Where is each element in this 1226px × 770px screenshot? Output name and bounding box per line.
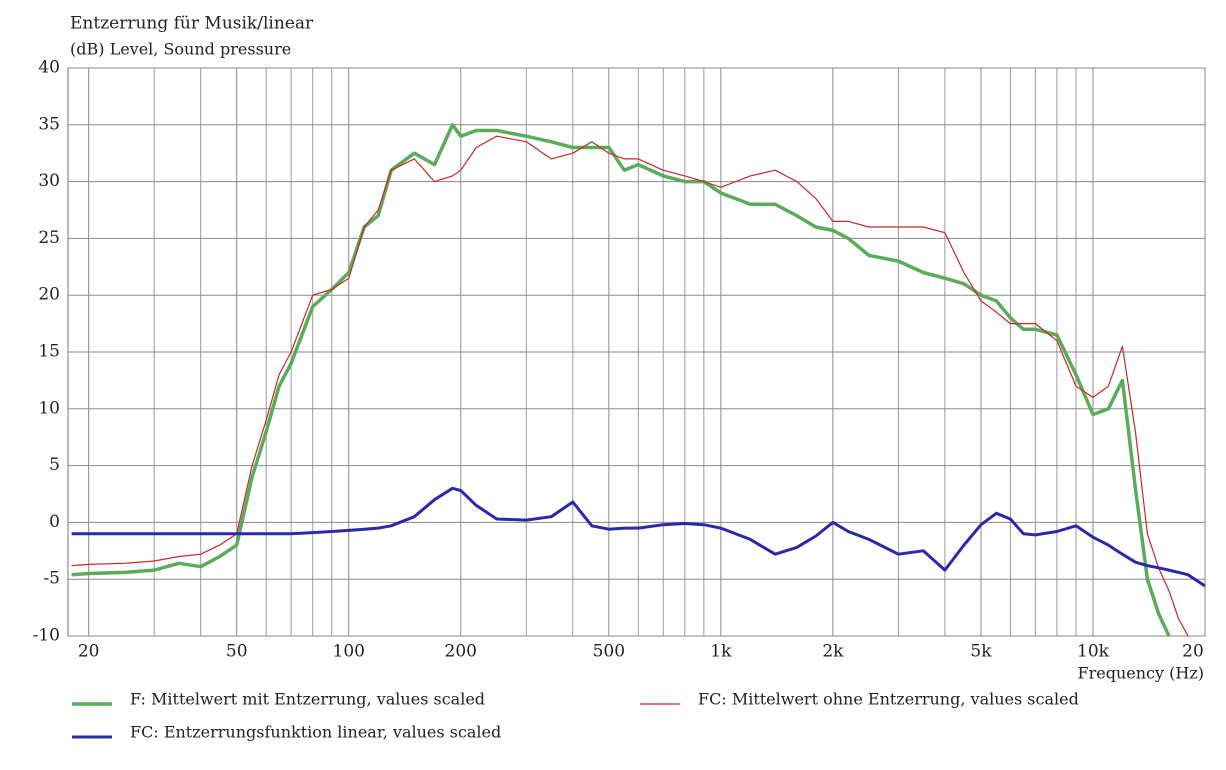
x-axis-label: Frequency (Hz) xyxy=(1078,664,1205,683)
legend-label: FC: Entzerrungsfunktion linear, values s… xyxy=(130,723,501,742)
y-tick-label: 20 xyxy=(38,285,60,305)
x-tick-label: 5k xyxy=(970,642,992,662)
legend-label: FC: Mittelwert ohne Entzerrung, values s… xyxy=(698,690,1079,709)
y-tick-label: -10 xyxy=(33,626,60,646)
x-tick-label: 10k xyxy=(1077,642,1110,662)
series-line xyxy=(71,486,1206,588)
y-tick-label: 15 xyxy=(38,342,60,362)
y-tick-label: 5 xyxy=(49,455,60,475)
legend-label: F: Mittelwert mit Entzerrung, values sca… xyxy=(130,690,485,709)
x-tick-label: 20 xyxy=(1182,642,1204,662)
x-tick-label: 200 xyxy=(445,642,477,662)
x-tick-label: 500 xyxy=(593,642,625,662)
x-tick-label: 100 xyxy=(333,642,365,662)
series-line xyxy=(71,135,1189,637)
chart-subtitle: (dB) Level, Sound pressure xyxy=(70,40,291,59)
x-tick-label: 50 xyxy=(226,642,248,662)
y-tick-label: 30 xyxy=(38,171,60,191)
series-line xyxy=(71,123,1171,637)
y-tick-label: 25 xyxy=(38,228,60,248)
x-tick-label: 20 xyxy=(78,642,100,662)
y-tick-label: 35 xyxy=(38,114,60,134)
y-tick-label: 10 xyxy=(38,398,60,418)
y-tick-label: -5 xyxy=(43,569,60,589)
y-tick-label: 0 xyxy=(49,512,60,532)
x-tick-label: 1k xyxy=(710,642,732,662)
x-tick-label: 2k xyxy=(822,642,844,662)
chart-title: Entzerrung für Musik/linear xyxy=(70,14,314,34)
y-tick-label: 40 xyxy=(38,58,60,78)
